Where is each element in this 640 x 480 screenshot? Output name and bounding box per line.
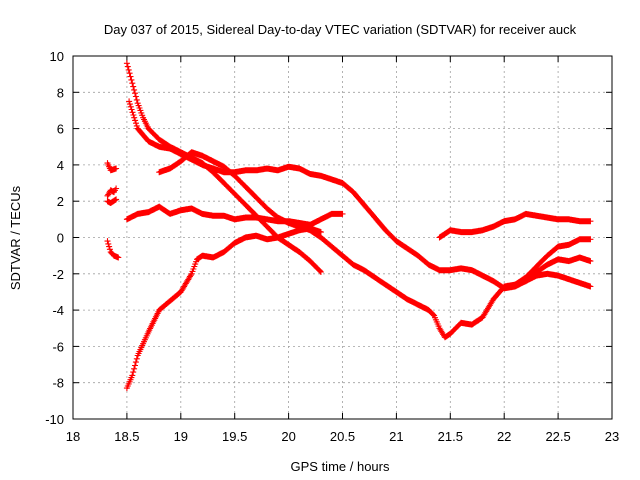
x-tick-label: 21.5: [438, 429, 463, 444]
x-tick-label: 20.5: [330, 429, 355, 444]
x-tick-label: 18: [66, 429, 80, 444]
data-markers: [104, 60, 594, 392]
series-arc-4: [123, 203, 346, 228]
series-arc-7: [501, 236, 594, 292]
data-point-markers: [436, 210, 594, 241]
data-point-markers: [104, 196, 120, 206]
y-tick-label: 10: [50, 49, 64, 64]
x-tick-label: 19: [174, 429, 188, 444]
series-arc-6: [436, 210, 594, 241]
chart-title: Day 037 of 2015, Sidereal Day-to-day VTE…: [104, 22, 577, 37]
grid: [73, 56, 612, 419]
series-arc-10: [104, 196, 120, 206]
series-arc-9: [104, 185, 120, 199]
y-tick-label: -10: [45, 412, 64, 427]
data-point-markers: [123, 203, 346, 228]
y-tick-label: -8: [52, 376, 64, 391]
series-arc-5: [123, 225, 324, 392]
series-arc-8: [104, 160, 120, 174]
y-axis-label: SDTVAR / TECUs: [8, 185, 23, 290]
y-tick-label: -2: [52, 267, 64, 282]
x-tick-label: 19.5: [222, 429, 247, 444]
data-point-markers: [104, 160, 120, 174]
x-tick-label: 22: [497, 429, 511, 444]
y-tick-label: -4: [52, 303, 64, 318]
data-point-markers: [104, 185, 120, 199]
y-tick-label: 0: [57, 231, 64, 246]
x-tick-label: 20: [281, 429, 295, 444]
series-arc-11: [104, 238, 122, 261]
x-tick-label: 23: [605, 429, 619, 444]
x-axis-label: GPS time / hours: [291, 459, 390, 474]
data-point-markers: [123, 225, 324, 392]
y-tick-label: 2: [57, 194, 64, 209]
x-tick-label: 22.5: [545, 429, 570, 444]
y-tick-label: 8: [57, 85, 64, 100]
data-point-markers: [501, 236, 594, 292]
data-point-markers: [104, 238, 122, 261]
y-tick-label: 4: [57, 158, 64, 173]
x-tick-label: 18.5: [114, 429, 139, 444]
y-tick-label: -6: [52, 339, 64, 354]
x-tick-label: 21: [389, 429, 403, 444]
axes: 18 18.5 19 19.5 20 20.5 21 21.5 22 22.5 23-10-8-6-…: [45, 49, 619, 444]
y-tick-label: 6: [57, 122, 64, 137]
